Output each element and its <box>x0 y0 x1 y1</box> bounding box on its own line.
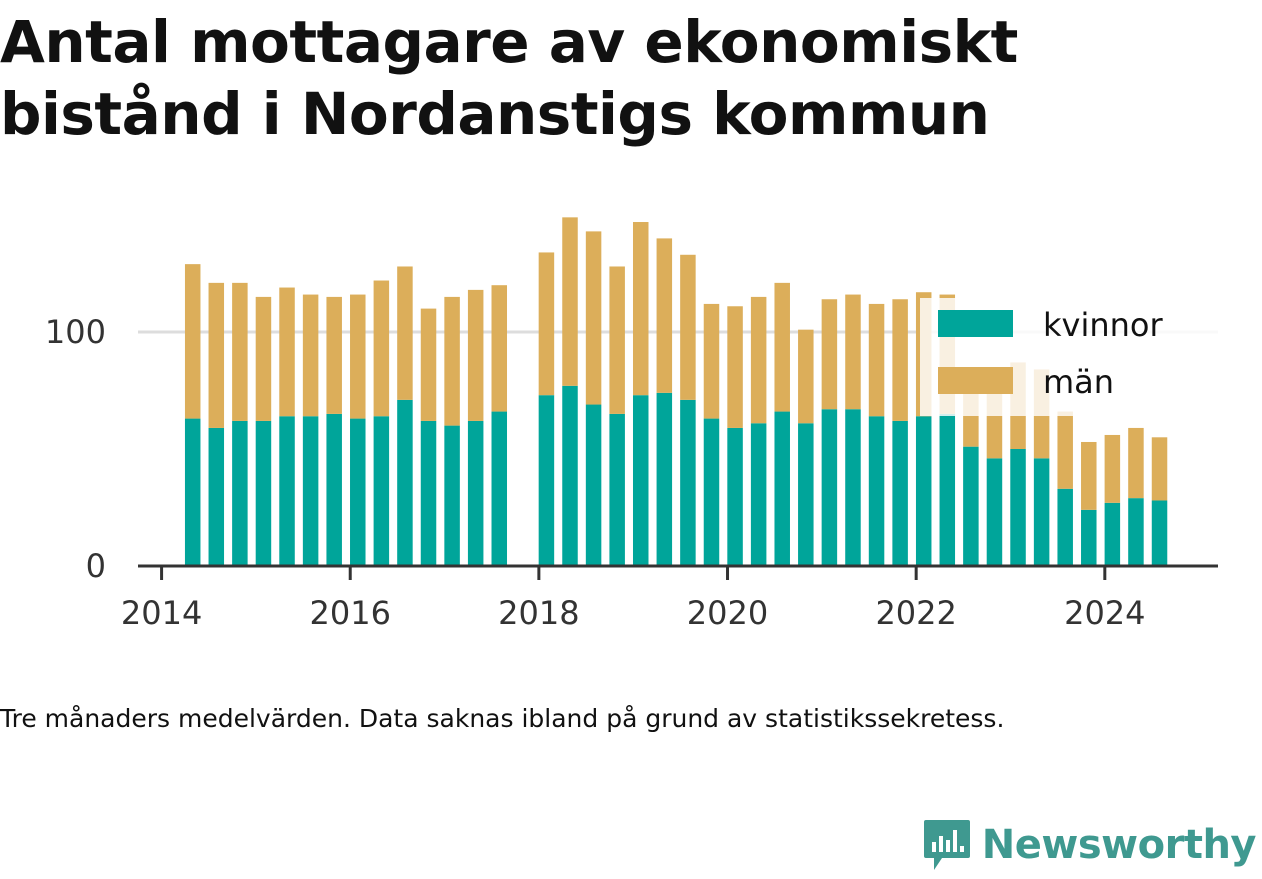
bar-man <box>1081 441 1097 510</box>
bar-man <box>279 287 295 417</box>
bar-kvinnor <box>798 423 814 566</box>
bar-man <box>420 308 437 421</box>
bar-kvinnor <box>1151 500 1168 566</box>
bar-man <box>845 294 861 410</box>
bar-man <box>444 296 460 426</box>
brand-logo[interactable]: Newsworthy <box>922 817 1257 873</box>
bar-kvinnor <box>845 409 861 566</box>
bar-kvinnor <box>915 416 932 566</box>
bar-kvinnor <box>609 413 625 566</box>
bar-kvinnor <box>397 399 413 566</box>
bar-kvinnor <box>467 420 484 566</box>
bar-kvinnor <box>1081 509 1097 566</box>
bar-man <box>562 217 578 386</box>
bar-man <box>350 294 366 419</box>
bar-man <box>326 296 342 414</box>
bar-kvinnor <box>232 420 248 566</box>
bar-man <box>1104 434 1121 503</box>
bar-man <box>656 238 673 393</box>
bar-kvinnor <box>1104 502 1121 566</box>
bar-kvinnor <box>255 420 272 566</box>
bar-man <box>1151 437 1168 501</box>
bar-man <box>302 294 319 417</box>
bar-kvinnor <box>279 416 295 566</box>
bar-kvinnor <box>703 418 720 566</box>
bar-kvinnor <box>680 399 696 566</box>
bar-man <box>1128 427 1144 499</box>
bar-kvinnor <box>444 425 460 566</box>
bar-man <box>491 285 508 412</box>
bar-man <box>868 303 885 417</box>
bar-kvinnor <box>538 395 555 566</box>
bar-man <box>208 282 225 428</box>
bar-kvinnor <box>727 427 743 566</box>
bar-man <box>680 254 696 400</box>
bar-kvinnor <box>585 404 602 566</box>
bar-man <box>609 266 625 414</box>
y-tick-label-0: 0 <box>86 547 106 585</box>
bar-kvinnor <box>326 413 342 566</box>
bar-kvinnor <box>1010 449 1026 566</box>
bar-man <box>774 282 790 412</box>
bar-man <box>538 252 555 396</box>
bar-kvinnor <box>1128 498 1144 566</box>
newsworthy-logo-icon <box>923 820 970 870</box>
bar-kvinnor <box>821 409 838 566</box>
legend-label-man: män <box>1043 363 1114 401</box>
legend-swatch-man <box>938 367 1013 394</box>
bar-kvinnor <box>939 413 956 566</box>
bar-kvinnor <box>750 423 767 566</box>
bar-kvinnor <box>562 385 578 566</box>
bar-kvinnor <box>302 416 319 566</box>
bar-kvinnor <box>420 420 437 566</box>
bar-kvinnor <box>892 420 908 566</box>
axis-layer: 0 100 2014 2016 2018 2020 2022 2024 <box>45 313 1218 632</box>
stacked-bar-chart: 0 100 2014 2016 2018 2020 2022 2024 kvinnor män <box>44 217 1230 632</box>
bar-man <box>1057 411 1073 489</box>
bar-man <box>892 299 908 421</box>
x-tick-label-2018: 2018 <box>498 594 579 632</box>
bar-kvinnor <box>986 458 1003 566</box>
legend[interactable]: kvinnor män <box>920 298 1230 416</box>
bar-man <box>821 299 838 410</box>
bar-man <box>232 282 248 421</box>
chart-footnote: Tre månaders medelvärden. Data saknas ib… <box>0 704 1005 733</box>
bar-man <box>467 289 484 421</box>
bar-man <box>585 231 602 405</box>
bar-kvinnor <box>868 416 885 566</box>
bar-man <box>750 296 767 424</box>
bar-kvinnor <box>373 416 390 566</box>
bar-man <box>798 329 814 424</box>
y-tick-label-100: 100 <box>45 313 106 351</box>
bar-kvinnor <box>1057 488 1073 566</box>
brand-name: Newsworthy <box>981 822 1257 868</box>
bar-kvinnor <box>656 392 673 566</box>
bar-man <box>632 222 649 396</box>
bar-man <box>703 303 720 419</box>
legend-swatch-kvinnor <box>938 310 1013 337</box>
bar-man <box>255 296 272 421</box>
bar-kvinnor <box>963 446 979 566</box>
bar-kvinnor <box>350 418 366 566</box>
x-tick-label-2016: 2016 <box>310 594 391 632</box>
bar-man <box>397 266 413 400</box>
bar-man <box>727 306 743 428</box>
bar-kvinnor <box>1033 458 1050 566</box>
bar-kvinnor <box>491 411 508 566</box>
bar-kvinnor <box>184 418 201 566</box>
chart-title: Antal mottagare av ekonomiskt bistånd i … <box>0 8 1018 148</box>
bar-kvinnor <box>632 395 649 566</box>
x-tick-label-2020: 2020 <box>687 594 768 632</box>
x-tick-label-2014: 2014 <box>121 594 202 632</box>
bar-man <box>373 280 390 417</box>
x-tick-label-2022: 2022 <box>875 594 956 632</box>
bar-kvinnor <box>774 411 790 566</box>
legend-label-kvinnor: kvinnor <box>1043 306 1164 344</box>
bar-man <box>184 264 201 419</box>
x-tick-label-2024: 2024 <box>1064 594 1145 632</box>
bar-kvinnor <box>208 427 225 566</box>
